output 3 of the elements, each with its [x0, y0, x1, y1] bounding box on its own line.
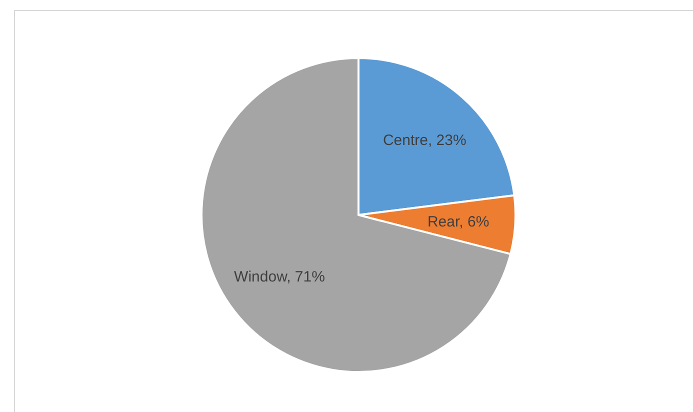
slice-label: Centre, 23% [382, 132, 466, 149]
slice-label: Window, 71% [234, 268, 325, 286]
slice-label: Rear, 6% [427, 213, 490, 230]
